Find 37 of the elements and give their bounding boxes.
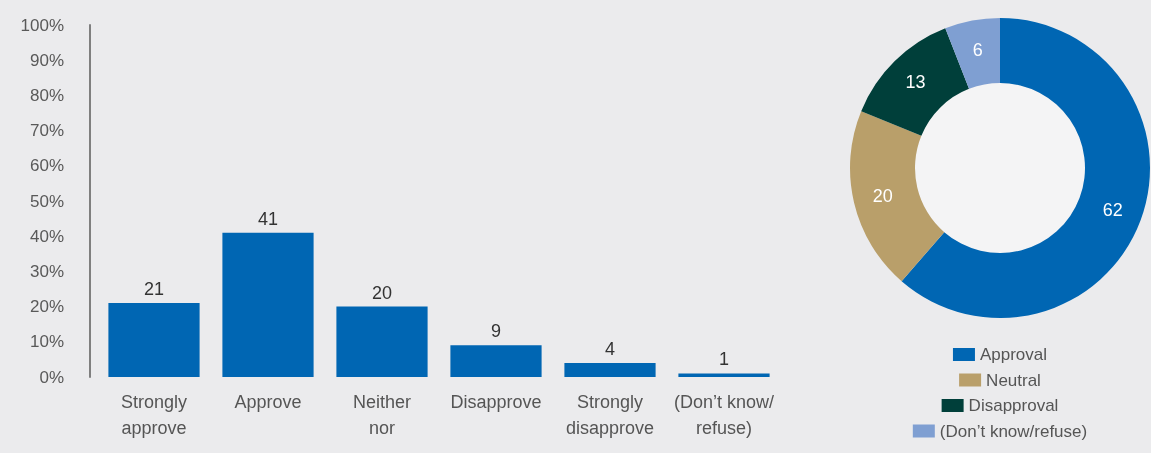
y-tick-label: 40% [29,226,64,246]
x-tick-label: Neither nor [352,392,412,438]
bar [678,373,770,377]
y-tick-label: 50% [29,191,64,211]
data-label: 4 [604,338,616,359]
legend-label: Neutral [986,370,1041,390]
data-label: 20 [872,185,893,206]
x-tick-label: Strongly approve [120,392,188,438]
legend-label: (Don’t know/refuse) [939,421,1088,441]
data-label: 62 [1102,200,1123,221]
y-tick-label: 0% [39,367,64,387]
y-tick-label: 30% [29,261,64,281]
data-label: 20 [371,282,393,303]
y-tick-label: 100% [20,15,64,35]
y-tick-label: 80% [29,85,64,105]
data-label: 1 [718,349,730,370]
legend-label: Disapproval [968,396,1059,415]
bar [108,303,200,377]
x-tick-label: Strongly disapprove [565,392,655,438]
legend-label: Approval [979,345,1048,364]
data-label: 41 [257,208,279,229]
data-label: 6 [972,39,983,60]
y-tick-label: 60% [29,156,64,176]
y-tick-label: 70% [29,121,64,141]
y-tick-label: 90% [29,50,64,70]
x-tick-label: (Don’t know/ refuse) [673,392,775,438]
bar [564,362,656,377]
data-label: 9 [490,321,502,342]
data-label: 13 [905,72,926,93]
bar [450,345,542,377]
bar [336,306,428,377]
x-tick-label: Approve [234,392,302,412]
x-tick-label: Disapprove [450,392,542,412]
y-tick-label: 20% [29,297,64,317]
data-label: 21 [143,279,165,300]
y-tick-label: 10% [29,332,64,352]
bar [222,232,314,377]
